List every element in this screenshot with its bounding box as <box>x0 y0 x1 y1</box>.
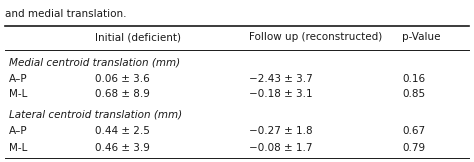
Text: 0.06 ± 3.6: 0.06 ± 3.6 <box>95 74 150 84</box>
Text: and medial translation.: and medial translation. <box>5 9 126 19</box>
Text: p-Value: p-Value <box>402 32 440 42</box>
Text: Initial (deficient): Initial (deficient) <box>95 32 182 42</box>
Text: −0.18 ± 3.1: −0.18 ± 3.1 <box>248 89 312 99</box>
Text: Follow up (reconstructed): Follow up (reconstructed) <box>248 32 382 42</box>
Text: M-L: M-L <box>9 143 28 153</box>
Text: 0.44 ± 2.5: 0.44 ± 2.5 <box>95 126 150 136</box>
Text: 0.85: 0.85 <box>402 89 425 99</box>
Text: A–P: A–P <box>9 126 28 136</box>
Text: 0.68 ± 8.9: 0.68 ± 8.9 <box>95 89 150 99</box>
Text: −0.08 ± 1.7: −0.08 ± 1.7 <box>248 143 312 153</box>
Text: 0.79: 0.79 <box>402 143 425 153</box>
Text: 0.46 ± 3.9: 0.46 ± 3.9 <box>95 143 150 153</box>
Text: Medial centroid translation (mm): Medial centroid translation (mm) <box>9 58 181 68</box>
Text: −0.27 ± 1.8: −0.27 ± 1.8 <box>248 126 312 136</box>
Text: M-L: M-L <box>9 89 28 99</box>
Text: 0.67: 0.67 <box>402 126 425 136</box>
Text: A–P: A–P <box>9 74 28 84</box>
Text: Lateral centroid translation (mm): Lateral centroid translation (mm) <box>9 109 182 119</box>
Text: 0.16: 0.16 <box>402 74 425 84</box>
Text: −2.43 ± 3.7: −2.43 ± 3.7 <box>248 74 312 84</box>
